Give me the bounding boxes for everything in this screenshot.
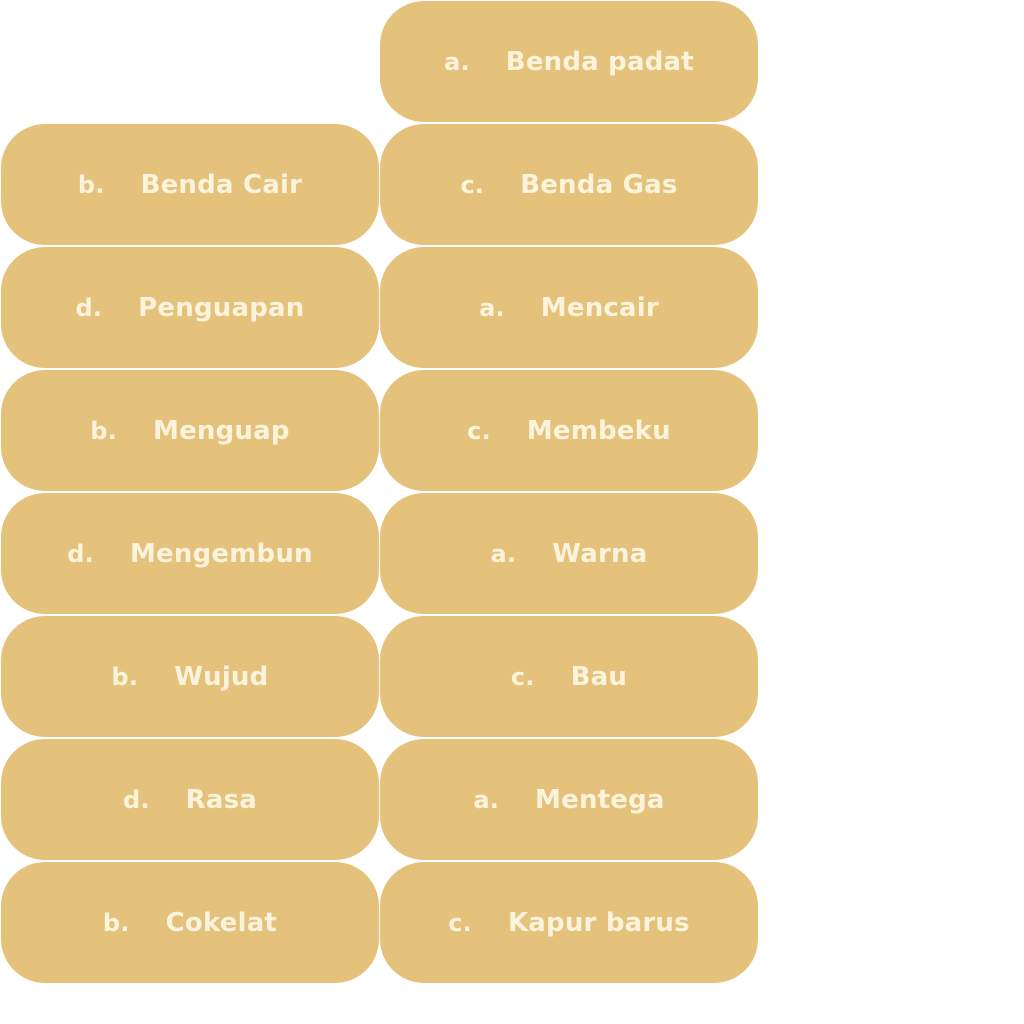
option-letter: a. [490,539,517,568]
option-letter: a. [479,293,505,322]
answer-tile-left[interactable]: b. Menguap [1,370,379,491]
answer-tile-right[interactable]: a. Benda padat [380,1,758,122]
answer-tile-right[interactable]: a. Mentega [380,739,758,860]
option-letter: b. [90,416,117,445]
tile-content: a. Warna [491,539,648,569]
option-text: Bau [570,661,628,692]
option-letter: b. [77,170,105,199]
option-text: Cokelat [165,907,278,938]
option-letter: b. [111,662,139,691]
answer-tile-left[interactable]: d. Rasa [1,739,379,860]
option-text: Benda padat [505,46,694,77]
tile-content: c. Membeku [467,416,671,446]
option-text: Kapur barus [507,907,690,938]
tile-content: a. Mencair [479,293,659,323]
tile-content: c. Kapur barus [448,908,690,938]
option-text: Warna [552,538,648,569]
tile-content: b. Cokelat [103,908,277,938]
option-text: Penguapan [138,292,305,323]
tile-content: c. Benda Gas [460,170,677,200]
answer-tile-right[interactable]: a. Warna [380,493,758,614]
option-letter: d. [67,539,94,568]
option-text: Menguap [153,415,290,446]
option-letter: b. [102,908,130,937]
answer-tile-left[interactable]: b. Cokelat [1,862,379,983]
answer-tile-right[interactable]: c. Bau [380,616,758,737]
option-text: Benda Cair [140,169,303,200]
option-letter: d. [75,293,103,322]
option-text: Rasa [185,784,258,815]
option-letter: c. [467,416,491,445]
answer-tile-right[interactable]: c. Membeku [380,370,758,491]
tile-content: a. Benda padat [444,47,694,77]
option-letter: a. [444,47,470,76]
tile-content: b. Menguap [90,416,289,446]
answer-tile-right[interactable]: c. Benda Gas [380,124,758,245]
option-text: Benda Gas [520,169,678,200]
option-letter: d. [122,785,150,814]
answer-tile-left[interactable]: d. Mengembun [1,493,379,614]
tile-content: b. Benda Cair [78,170,302,200]
tile-content: d. Penguapan [75,293,304,323]
tile-content: d. Mengembun [67,539,313,569]
option-letter: c. [510,662,535,691]
option-letter: c. [448,908,472,937]
answer-tile-left[interactable]: b. Benda Cair [1,124,379,245]
answer-tile-right[interactable]: a. Mencair [380,247,758,368]
tile-content: c. Bau [511,662,627,692]
answer-tile-left[interactable]: b. Wujud [1,616,379,737]
option-text: Mengembun [129,538,313,569]
option-text: Membeku [526,415,671,446]
option-letter: c. [460,170,485,199]
answer-tile-right[interactable]: c. Kapur barus [380,862,758,983]
tile-content: a. Mentega [473,785,664,815]
option-text: Mencair [540,292,659,323]
option-letter: a. [473,785,500,814]
answer-tile-left[interactable]: d. Penguapan [1,247,379,368]
tile-content: b. Wujud [112,662,269,692]
tile-content: d. Rasa [123,785,257,815]
option-text: Mentega [535,784,665,815]
option-text: Wujud [174,661,269,692]
